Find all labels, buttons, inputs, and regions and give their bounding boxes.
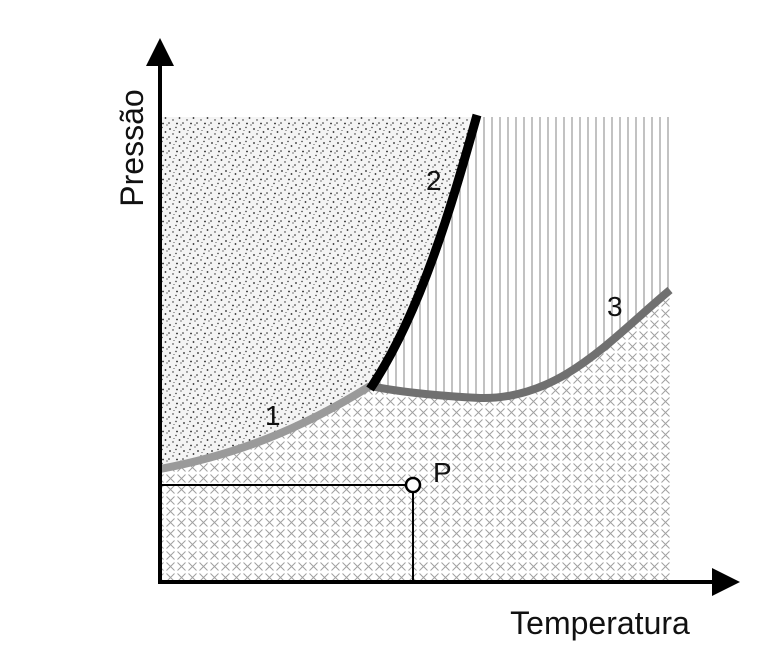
curve-3-label: 3 [607,291,623,322]
curve-3 [369,286,673,403]
y-axis-arrow [146,38,174,66]
curve-1-label: 1 [265,400,281,431]
curve-2 [366,113,482,392]
region-upper-left [160,117,472,469]
x-axis-arrow [712,568,740,596]
point-p-marker [404,476,422,494]
x-axis-label: Temperatura [510,605,690,641]
point-p-label: P [433,457,452,488]
region-lower [160,290,670,582]
region-upper-right [370,117,670,399]
curve-1 [159,382,373,473]
curve-2-label: 2 [426,165,442,196]
y-axis-label: Pressão [114,89,150,206]
